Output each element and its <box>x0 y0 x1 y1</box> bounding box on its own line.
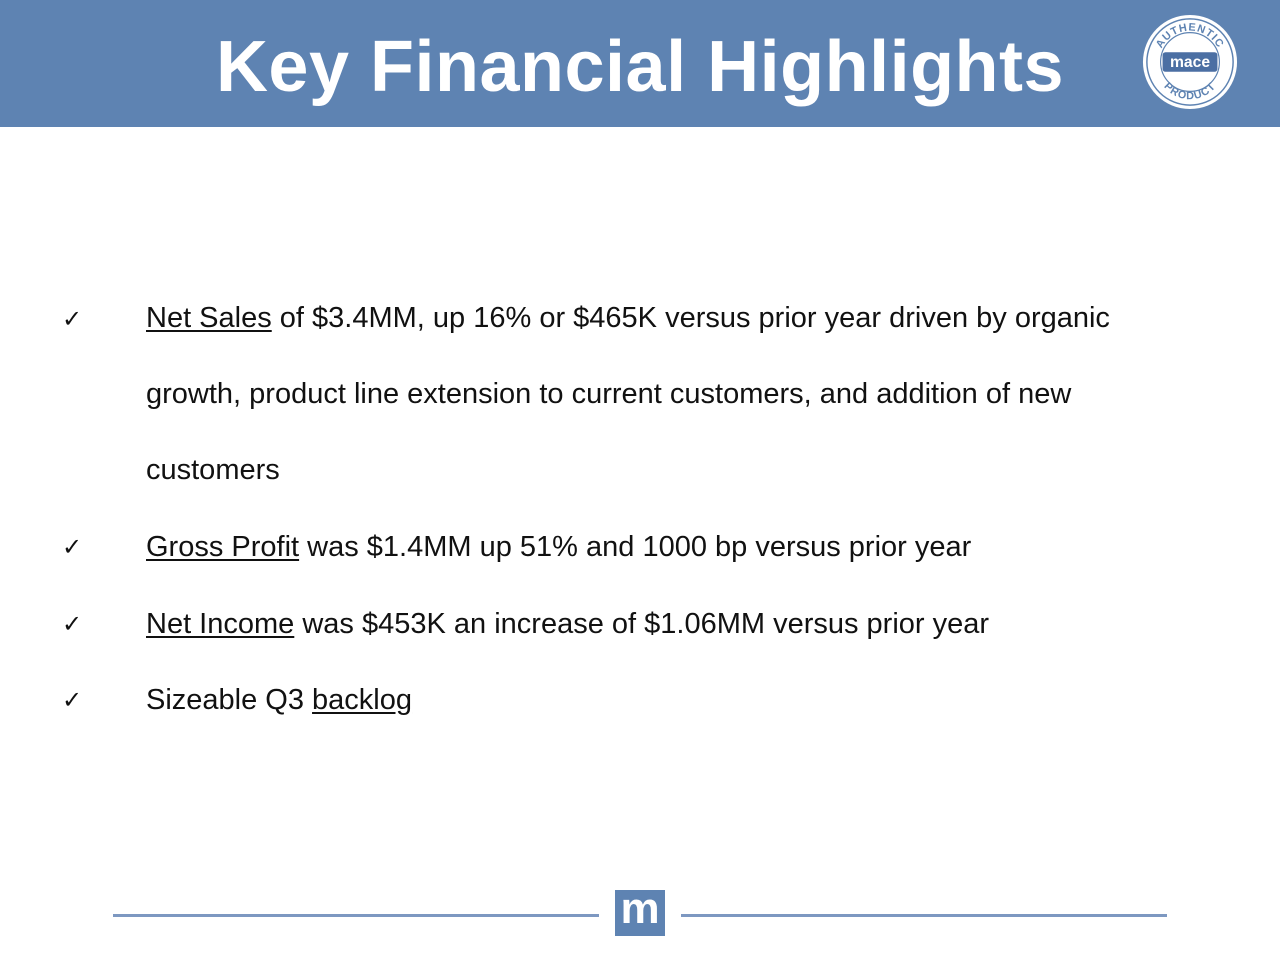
bullet-3-line: Net Income was $453K an increase of $1.0… <box>146 608 989 641</box>
seal-brand-text: mace <box>1170 54 1210 71</box>
backlog-label: backlog <box>312 684 413 716</box>
bullet-4-line: Sizeable Q3 backlog <box>146 684 412 717</box>
bullet-4-prefix: Sizeable Q3 <box>146 684 313 716</box>
net-sales-label: Net Sales <box>146 302 272 334</box>
bullet-2-text: was $1.4MM up 51% and 1000 bp versus pri… <box>299 531 972 563</box>
bullet-2-line: Gross Profit was $1.4MM up 51% and 1000 … <box>146 531 971 564</box>
checkmark-icon: ✓ <box>62 610 83 638</box>
net-income-label: Net Income <box>146 608 295 640</box>
checkmark-icon: ✓ <box>62 305 83 333</box>
checkmark-icon: ✓ <box>62 686 83 714</box>
mace-m-logo: m <box>615 884 665 936</box>
bullet-1-line-1-text: of $3.4MM, up 16% or $465K versus prior … <box>271 302 1110 334</box>
bullet-1-line-3: customers <box>146 454 280 487</box>
footer-badge-letter: m <box>620 884 660 933</box>
bullet-1-line-3-text: customers <box>146 454 280 486</box>
gross-profit-label: Gross Profit <box>146 531 300 563</box>
mace-authentic-product-seal-logo: AUTHENTIC PRODUCT mace <box>1142 14 1238 110</box>
footer-divider-right <box>681 914 1167 917</box>
slide-title: Key Financial Highlights <box>215 27 1065 107</box>
bullet-1-line-1: Net Sales of $3.4MM, up 16% or $465K ver… <box>146 302 1110 335</box>
bullet-3-text: was $453K an increase of $1.06MM versus … <box>294 608 990 640</box>
bullet-1-line-2-text: growth, product line extension to curren… <box>146 378 1072 410</box>
title-banner: Key Financial Highlights AUTHENTIC PRODU… <box>0 0 1280 127</box>
checkmark-icon: ✓ <box>62 533 83 561</box>
footer-divider-left <box>113 914 599 917</box>
bullet-1-line-2: growth, product line extension to curren… <box>146 378 1071 411</box>
